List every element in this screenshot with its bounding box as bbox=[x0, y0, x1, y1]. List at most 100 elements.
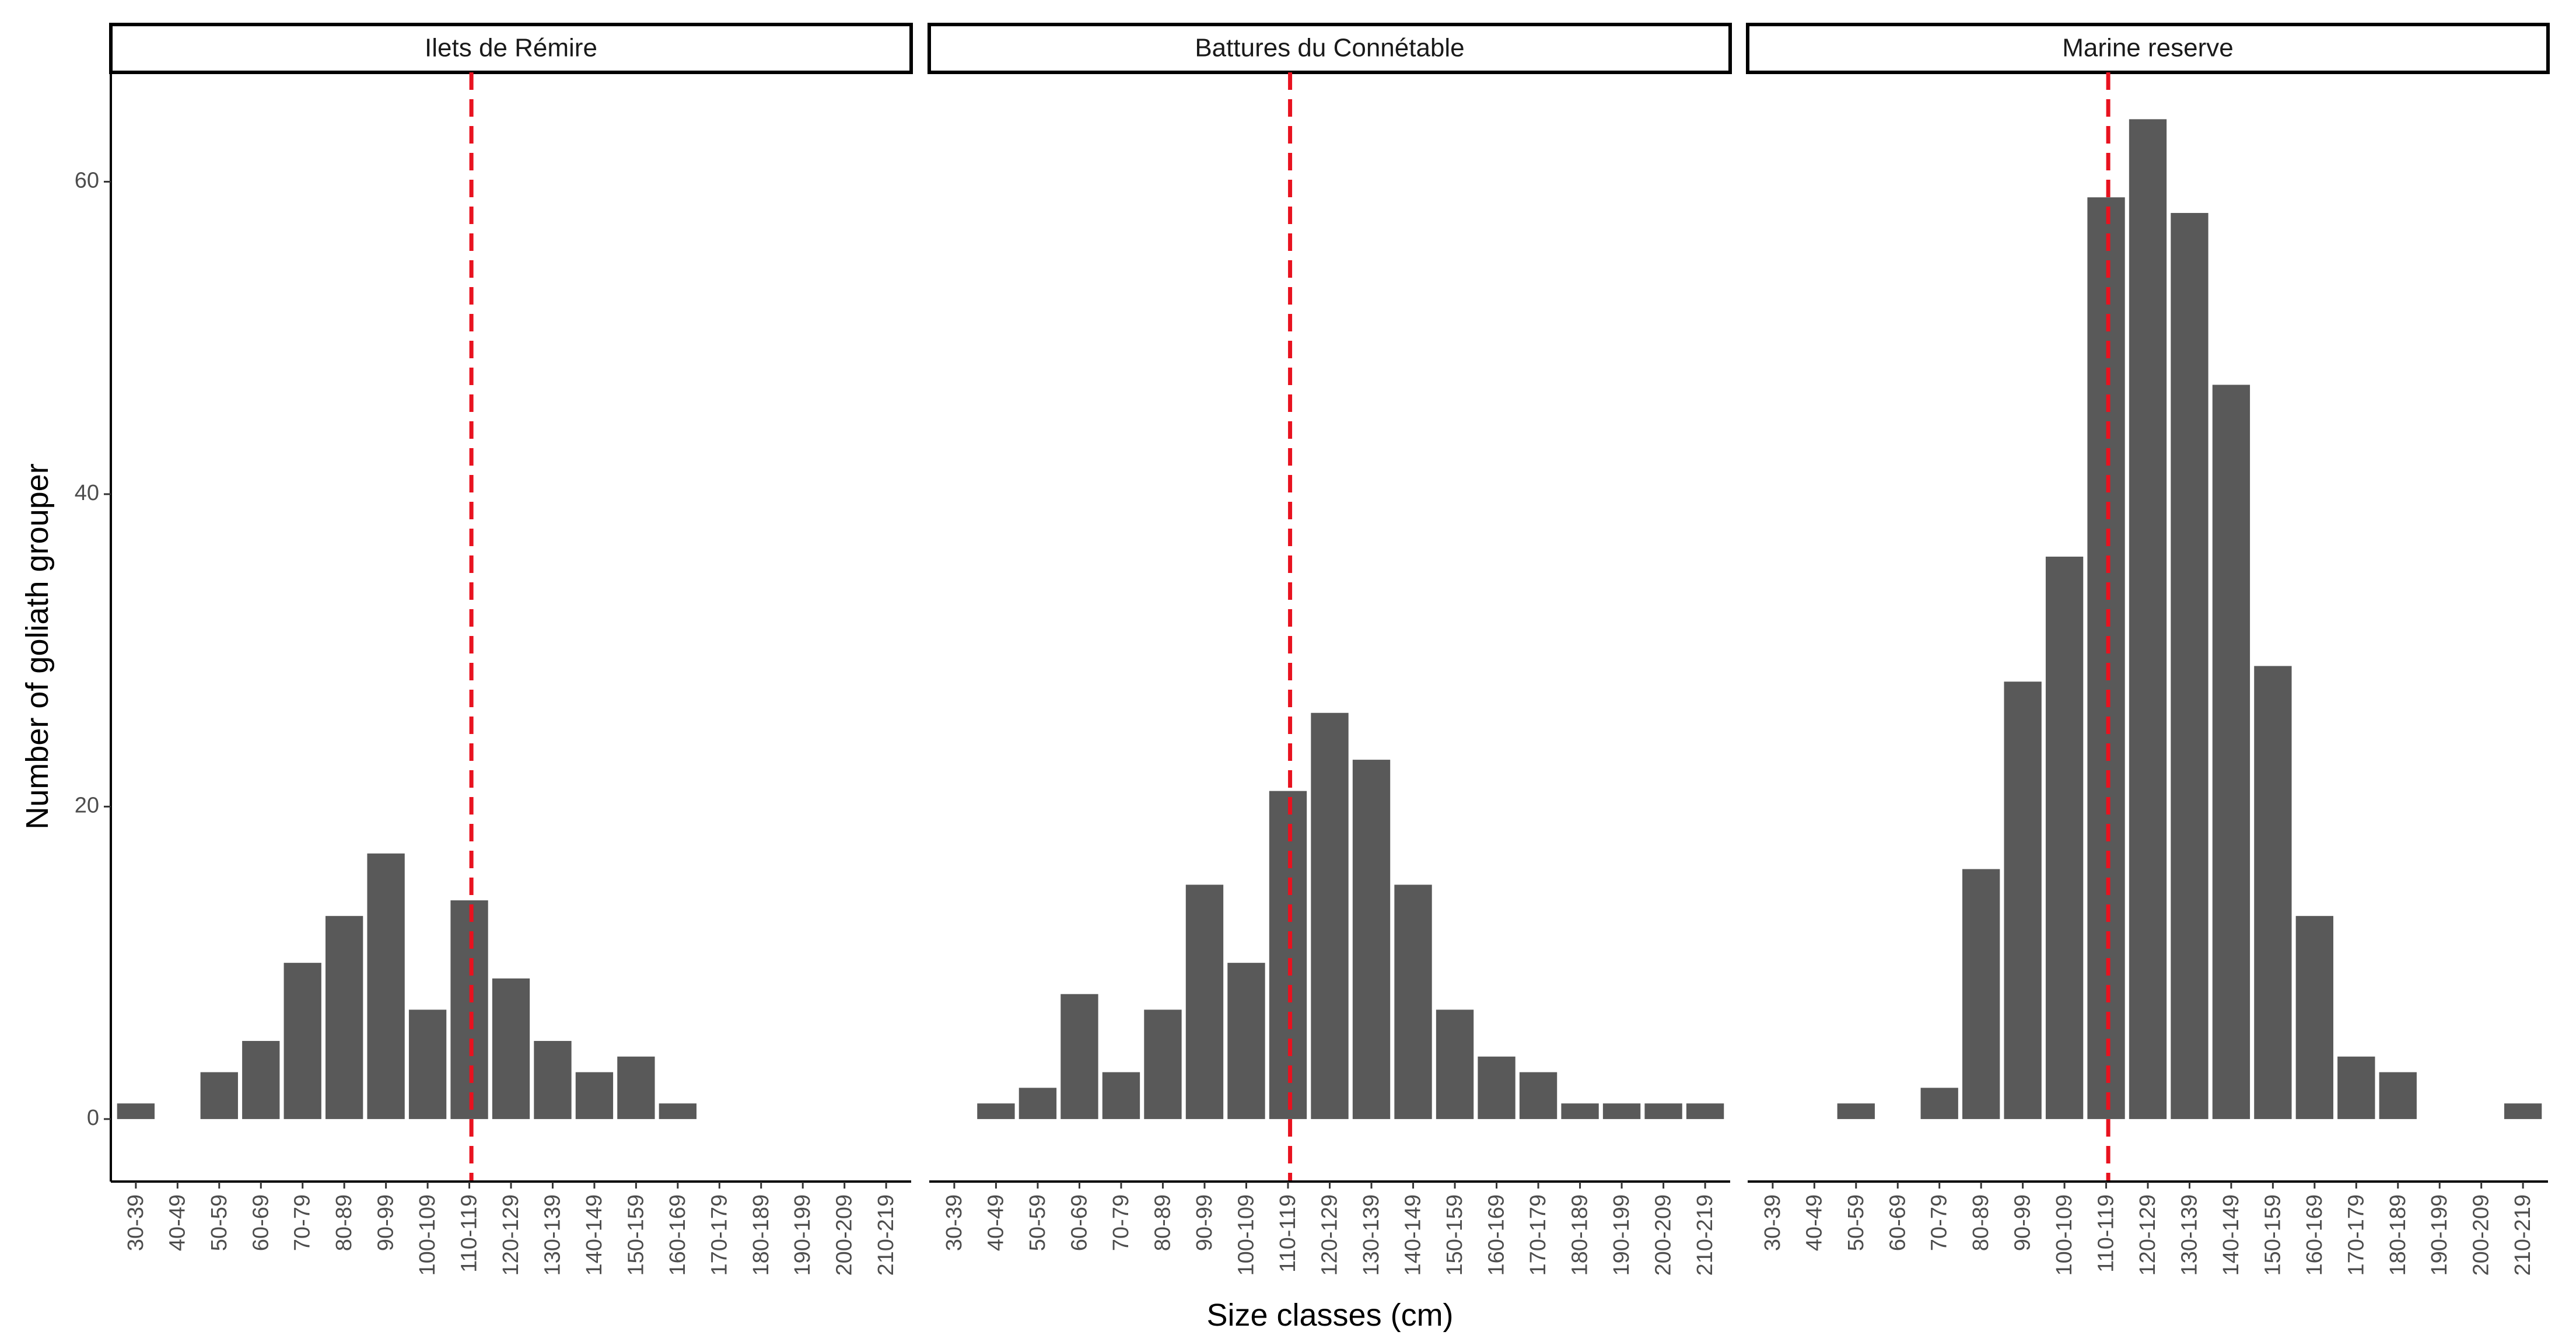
bar bbox=[1519, 1072, 1558, 1119]
x-tick-label: 160-169 bbox=[2302, 1194, 2327, 1275]
bar bbox=[1686, 1103, 1724, 1119]
x-tick-label: 160-169 bbox=[666, 1194, 690, 1275]
x-tick-label: 170-179 bbox=[707, 1194, 732, 1275]
bar bbox=[1436, 1009, 1474, 1119]
x-tick-label: 170-179 bbox=[1526, 1194, 1550, 1275]
bar bbox=[617, 1056, 655, 1119]
y-tick-label: 0 bbox=[87, 1106, 99, 1130]
x-tick-label: 170-179 bbox=[2344, 1194, 2368, 1275]
bar bbox=[284, 963, 321, 1119]
panel: Marine reserve 30-39 40-49 50-59 60-69 70-79 8… bbox=[1746, 23, 2550, 1275]
bar bbox=[326, 915, 363, 1119]
x-tick-label: 60-69 bbox=[1885, 1194, 1910, 1251]
x-tick-label: 60-69 bbox=[249, 1194, 273, 1251]
x-tick-label: 50-59 bbox=[207, 1194, 232, 1251]
bar bbox=[1144, 1009, 1182, 1119]
bar bbox=[1837, 1103, 1875, 1119]
x-tick-label: 30-39 bbox=[942, 1194, 967, 1251]
x-tick-label: 190-199 bbox=[1609, 1194, 1634, 1275]
bar bbox=[1478, 1056, 1516, 1119]
bar bbox=[2504, 1103, 2542, 1119]
panel: Battures du Connétable 30-39 40-49 50-59 60-… bbox=[928, 23, 1732, 1275]
x-tick-label: 130-139 bbox=[2177, 1194, 2202, 1275]
bar bbox=[977, 1103, 1015, 1119]
bar bbox=[1019, 1088, 1057, 1119]
x-tick-label: 150-159 bbox=[2260, 1194, 2285, 1275]
bar bbox=[1269, 791, 1307, 1119]
y-tick-label: 20 bbox=[75, 793, 99, 817]
chart-panels: Ilets de Rémire 30-39 40-49 50-59 60-69 70-79… bbox=[109, 23, 2550, 1275]
x-tick-label: 180-189 bbox=[1568, 1194, 1592, 1275]
x-tick-label: 210-219 bbox=[874, 1194, 898, 1275]
x-tick-label: 200-209 bbox=[2469, 1194, 2494, 1275]
x-axis-title: Size classes (cm) bbox=[1206, 1298, 1453, 1333]
x-tick-label: 150-159 bbox=[624, 1194, 648, 1275]
x-tick-label: 140-149 bbox=[582, 1194, 607, 1275]
x-tick-label: 100-109 bbox=[415, 1194, 440, 1275]
x-tick-label: 90-99 bbox=[2011, 1194, 2035, 1251]
x-tick-label: 90-99 bbox=[1192, 1194, 1217, 1251]
bar bbox=[2045, 557, 2084, 1119]
bar bbox=[450, 900, 488, 1119]
bar bbox=[1920, 1088, 1958, 1119]
y-tick-label: 40 bbox=[75, 481, 99, 505]
panel-strip bbox=[1746, 23, 2550, 74]
x-tick-label: 120-129 bbox=[1318, 1194, 1342, 1275]
bar bbox=[1227, 963, 1265, 1119]
y-tick-label: 60 bbox=[75, 168, 99, 193]
bar bbox=[1561, 1103, 1599, 1119]
bar bbox=[1394, 885, 1432, 1119]
y-axis: 0 20 40 60 bbox=[75, 168, 111, 1130]
bar bbox=[2171, 212, 2208, 1119]
x-tick-label: 70-79 bbox=[1109, 1194, 1133, 1251]
x-tick-label: 110-119 bbox=[1276, 1194, 1300, 1273]
x-tick-label: 130-139 bbox=[540, 1194, 565, 1275]
bar bbox=[200, 1072, 238, 1119]
x-tick-label: 210-219 bbox=[2511, 1194, 2535, 1275]
x-tick-label: 100-109 bbox=[1234, 1194, 1259, 1275]
panel-strip bbox=[109, 23, 913, 74]
bar bbox=[1352, 760, 1391, 1119]
x-tick-label: 180-189 bbox=[749, 1194, 774, 1275]
x-tick-label: 30-39 bbox=[1760, 1194, 1785, 1251]
x-tick-label: 200-209 bbox=[832, 1194, 857, 1275]
x-tick-label: 180-189 bbox=[2386, 1194, 2410, 1275]
x-tick-label: 30-39 bbox=[124, 1194, 148, 1251]
x-tick-label: 50-59 bbox=[1844, 1194, 1868, 1251]
bar bbox=[2129, 119, 2167, 1119]
x-tick-label: 70-79 bbox=[1927, 1194, 1952, 1251]
x-tick-label: 80-89 bbox=[1969, 1194, 1993, 1251]
panel-title: Battures du Connétable bbox=[1195, 34, 1464, 62]
bar bbox=[1060, 994, 1098, 1119]
bar bbox=[1102, 1072, 1140, 1119]
bar bbox=[2004, 682, 2042, 1119]
bar bbox=[534, 1041, 572, 1119]
y-axis-title: Number of goliath grouper bbox=[20, 463, 55, 829]
x-tick-label: 150-159 bbox=[1443, 1194, 1467, 1275]
bar bbox=[492, 978, 530, 1119]
x-tick-label: 40-49 bbox=[165, 1194, 190, 1251]
x-tick-label: 100-109 bbox=[2052, 1194, 2077, 1275]
bar bbox=[367, 853, 405, 1119]
x-tick-label: 120-129 bbox=[499, 1194, 523, 1275]
x-tick-label: 190-199 bbox=[790, 1194, 815, 1275]
panel: Ilets de Rémire 30-39 40-49 50-59 60-69 70-79… bbox=[109, 23, 913, 1275]
bar bbox=[408, 1009, 447, 1119]
panel-title: Ilets de Rémire bbox=[425, 34, 597, 62]
x-tick-label: 140-149 bbox=[1401, 1194, 1426, 1275]
x-tick-label: 160-169 bbox=[1485, 1194, 1509, 1275]
bar bbox=[2379, 1072, 2417, 1119]
x-tick-label: 80-89 bbox=[332, 1194, 356, 1251]
x-tick-label: 190-199 bbox=[2427, 1194, 2452, 1275]
x-tick-label: 70-79 bbox=[290, 1194, 315, 1251]
x-tick-label: 40-49 bbox=[984, 1194, 1008, 1251]
bar bbox=[575, 1072, 614, 1119]
panel-title: Marine reserve bbox=[2062, 34, 2233, 62]
panel-strip bbox=[928, 23, 1732, 74]
x-tick-label: 200-209 bbox=[1651, 1194, 1676, 1275]
bar bbox=[1602, 1103, 1641, 1119]
x-tick-label: 40-49 bbox=[1802, 1194, 1826, 1251]
bar bbox=[242, 1041, 280, 1119]
bar bbox=[1185, 885, 1224, 1119]
